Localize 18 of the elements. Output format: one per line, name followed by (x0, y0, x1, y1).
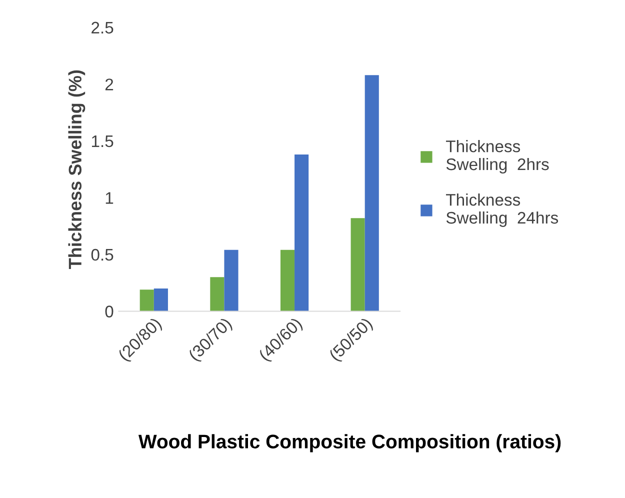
y-tick-label: 2.5 (92, 22, 114, 34)
legend-label: Thickness Swelling 2hrs (446, 140, 549, 174)
bar (294, 154, 309, 312)
bar (364, 75, 379, 312)
y-tick-label: 1 (106, 192, 114, 204)
y-tick-label: 0.5 (91, 248, 114, 261)
y-tick-label: 1.5 (92, 136, 114, 148)
bar (210, 277, 224, 312)
bar (154, 288, 168, 312)
y-axis-title: Thickness Swelling (%) (68, 70, 86, 269)
y-tick-label: 0 (105, 306, 114, 318)
bar (350, 218, 365, 312)
legend-label: Thickness Swelling 24hrs (446, 194, 558, 227)
bar (280, 250, 295, 312)
bar (224, 250, 238, 312)
y-tick-label: 2 (105, 78, 114, 90)
x-axis-title: Wood Plastic Composite Composition (ratios) (138, 434, 561, 452)
bar (140, 290, 154, 312)
